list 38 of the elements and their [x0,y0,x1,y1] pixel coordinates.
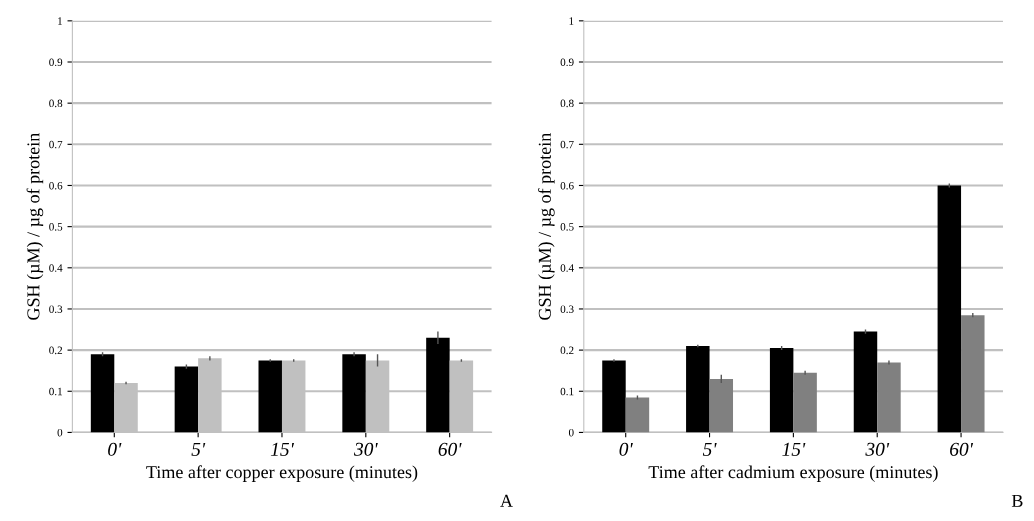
y-tick-label: 0.3 [560,305,574,313]
x-tick-label: 15' [270,442,295,456]
x-tick-label: 60' [438,442,462,456]
y-tick-label: 0.1 [560,387,574,396]
x-tick-label: 0' [108,442,122,456]
y-tick-label: 0.2 [560,346,574,355]
y-axis-title: GSH (µM) / µg of protein [538,133,555,320]
y-tick-label: 0.4 [560,264,574,272]
x-tick-label: 60' [950,442,974,456]
x-tick-label: 30' [865,442,890,456]
y-tick-label: 0 [568,428,574,437]
y-tick-label: 0.5 [560,223,574,231]
text: B [1011,494,1023,507]
y-tick-label: 0.3 [49,305,63,313]
y-tick-label: 0.6 [49,181,63,190]
y-tick-label: 0.1 [49,387,62,396]
y-tick-label: 1 [569,17,574,25]
x-tick-label: 30' [353,442,378,456]
x-tick-label: 15' [782,442,806,456]
y-tick-label: 0.9 [49,58,63,67]
y-tick-label: 0.2 [49,346,63,355]
y-tick-label: 0.5 [49,223,63,231]
x-axis-title: Time after copper exposure (minutes) [146,465,418,482]
text: A [500,494,513,507]
x-tick-label: 0' [619,442,633,456]
y-tick-label: 0 [57,428,63,437]
y-tick-label: 0.8 [49,99,63,108]
x-tick-label: 5' [191,442,206,456]
y-tick-label: 0.8 [560,99,574,108]
x-tick-label: 5' [702,442,717,456]
y-tick-label: 0.4 [49,264,63,272]
y-tick-label: 0.7 [49,140,63,149]
y-tick-label: 0.9 [560,58,574,67]
y-tick-label: 1 [58,17,62,25]
x-axis-title: Time after cadmium exposure (minutes) [648,465,938,482]
y-tick-label: 0.7 [560,140,574,149]
y-axis-title: GSH (µM) / µg of protein [26,133,44,320]
y-tick-label: 0.6 [560,181,574,190]
